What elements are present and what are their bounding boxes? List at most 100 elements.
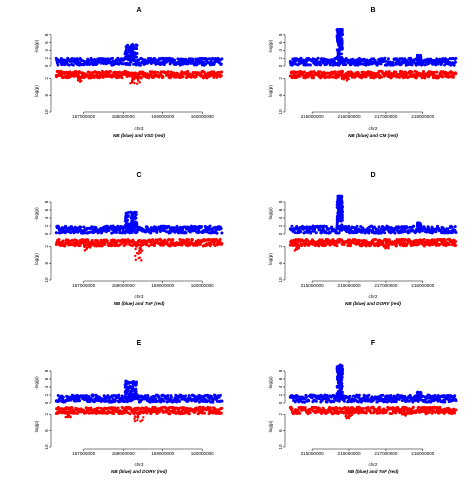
top-point: [384, 59, 388, 63]
top-peak-point: [340, 194, 344, 198]
top-peak-point: [340, 56, 344, 60]
bottom-point: [97, 406, 101, 410]
bottom-point: [454, 240, 458, 244]
top-y-axis-title: -log(p): [34, 39, 39, 53]
top-peak-point: [124, 380, 128, 384]
top-point: [325, 231, 329, 235]
top-point: [220, 231, 224, 235]
top-peak-point: [134, 46, 138, 50]
top-point: [299, 230, 303, 234]
bottom-point: [395, 244, 399, 248]
top-y-tick-label: 2: [44, 56, 49, 59]
bottom-peak-point: [294, 248, 297, 251]
top-point: [199, 224, 203, 228]
top-point: [454, 56, 458, 60]
top-point: [132, 62, 136, 66]
bottom-peak-point: [68, 411, 72, 414]
top-point: [78, 399, 82, 403]
panel-letter: B: [370, 7, 375, 14]
top-peak-point: [337, 30, 341, 34]
top-point: [219, 62, 223, 66]
top-y-tick-label: 2: [278, 393, 283, 396]
bottom-point: [120, 76, 124, 80]
bottom-point: [208, 238, 212, 242]
top-point: [381, 393, 385, 397]
bottom-point: [420, 242, 424, 246]
x-tick-label: 158000000: [112, 114, 135, 119]
bottom-point: [124, 242, 128, 246]
top-point: [154, 397, 158, 401]
bottom-peak-point: [133, 81, 136, 85]
top-peak-point: [337, 40, 341, 44]
top-point: [367, 393, 371, 397]
bottom-y-tick-label: 6: [44, 93, 49, 96]
top-peak-point: [123, 390, 127, 394]
bottom-peak-point: [347, 77, 350, 81]
bottom-point: [128, 412, 132, 416]
top-point: [357, 393, 361, 397]
bottom-peak-point: [141, 419, 144, 422]
top-point: [425, 60, 429, 64]
top-peak-point: [335, 37, 339, 41]
bottom-point: [108, 69, 112, 73]
bottom-series-points: [288, 69, 458, 82]
top-point: [391, 60, 395, 64]
top-point: [118, 231, 122, 235]
bottom-point: [168, 412, 172, 416]
top-peak-point: [129, 223, 133, 227]
top-y-tick-label: 6: [44, 41, 49, 44]
bottom-point: [63, 409, 67, 413]
top-peak-point: [126, 387, 130, 390]
top-peak-point: [134, 391, 138, 395]
bottom-peak-point: [138, 256, 141, 259]
top-point: [105, 399, 109, 403]
top-peak-point: [337, 210, 341, 214]
top-point: [412, 224, 416, 228]
top-point: [113, 398, 117, 402]
x-axis-title: chr2: [369, 294, 378, 299]
top-point: [386, 57, 390, 61]
top-point: [434, 230, 438, 234]
x-axis-title: chr3: [135, 462, 144, 467]
top-peak-point: [131, 379, 135, 383]
top-point: [188, 230, 192, 234]
top-point: [403, 230, 407, 234]
top-point: [73, 225, 77, 229]
bottom-peak-point: [136, 78, 140, 81]
top-point: [82, 231, 86, 235]
bottom-point: [323, 240, 327, 244]
top-point: [175, 400, 179, 404]
panel-letter: E: [137, 340, 142, 347]
bottom-peak-point: [387, 247, 390, 250]
top-peak-point: [338, 33, 342, 37]
top-point: [90, 58, 94, 62]
top-y-axis-title: -log(p): [34, 376, 39, 390]
top-point: [64, 224, 68, 228]
bottom-point: [153, 70, 157, 74]
bottom-point: [187, 238, 191, 242]
bottom-point: [300, 243, 304, 247]
bottom-point: [181, 75, 185, 79]
top-point: [309, 230, 313, 234]
top-point: [454, 231, 458, 235]
top-peak-point: [336, 377, 340, 381]
x-tick-label: 215000000: [301, 283, 324, 288]
bottom-peak-point: [142, 416, 145, 419]
bottom-peak-point: [131, 76, 134, 80]
x-tick-label: 217000000: [374, 283, 397, 288]
top-point: [293, 231, 297, 235]
top-y-axis-title: -log(p): [268, 207, 273, 221]
top-point: [347, 224, 351, 228]
top-peak-point: [133, 227, 137, 231]
x-tick-label: 218000000: [411, 114, 434, 119]
bottom-point: [167, 238, 171, 242]
top-point: [60, 230, 64, 234]
top-peak-point: [131, 389, 135, 393]
bottom-y-tick-label: 2: [44, 412, 49, 415]
top-peak-point: [339, 200, 343, 204]
top-point: [151, 397, 155, 401]
bottom-peak-point: [80, 76, 83, 79]
bottom-point: [435, 70, 439, 74]
